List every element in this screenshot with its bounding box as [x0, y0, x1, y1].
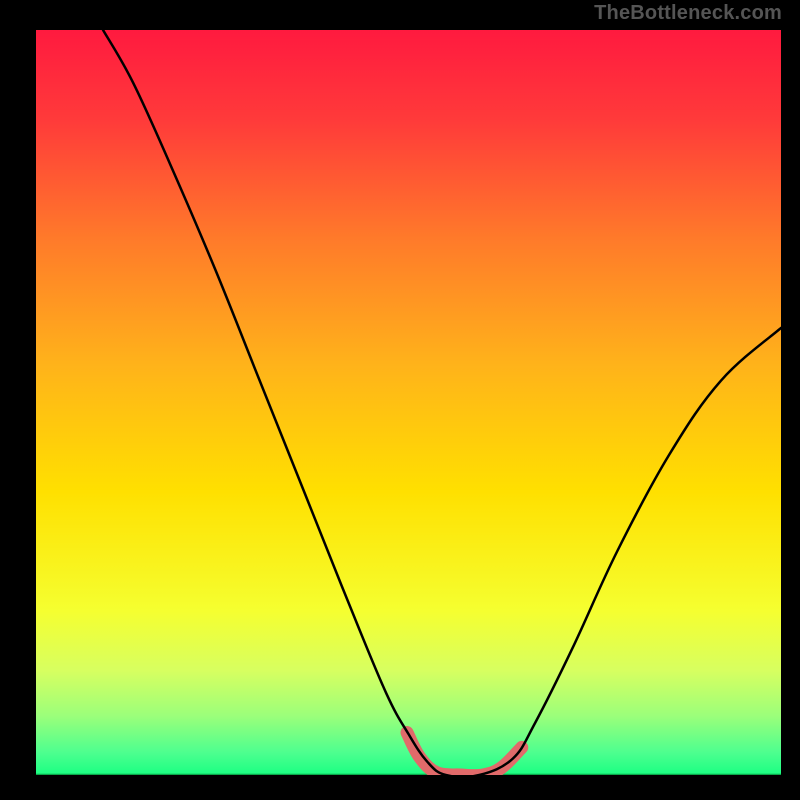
bottleneck-chart	[0, 0, 800, 800]
chart-container: TheBottleneck.com	[0, 0, 800, 800]
gradient-background	[36, 30, 781, 775]
watermark-text: TheBottleneck.com	[594, 2, 782, 25]
plot-area	[36, 30, 781, 777]
